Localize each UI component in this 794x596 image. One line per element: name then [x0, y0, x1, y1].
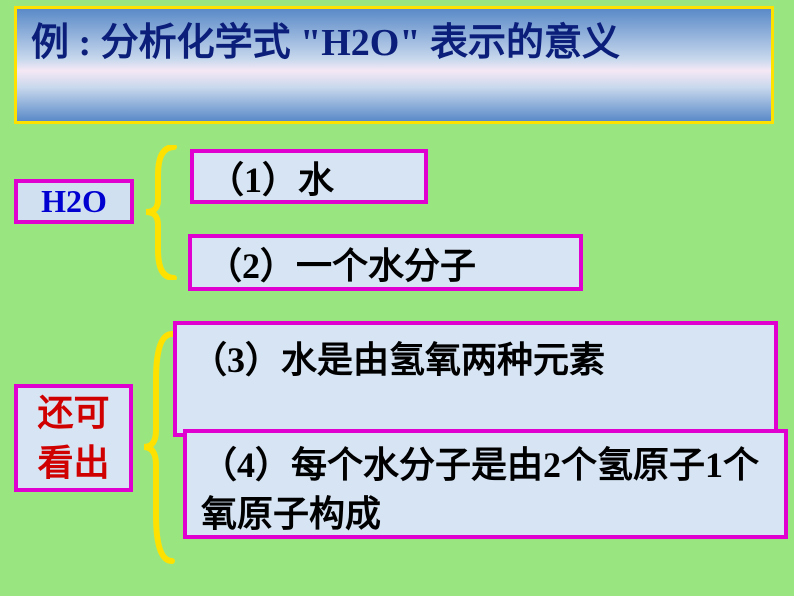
meaning-1-text: （1）水 — [208, 151, 334, 203]
title-box: 例 : 分析化学式 "H2O" 表示的意义 — [14, 6, 774, 124]
meaning-box-2: （2）一个水分子 — [188, 234, 583, 291]
side-label-box: 还可 看出 — [14, 384, 133, 492]
h2o-text: H2O — [41, 183, 107, 220]
side-line-2: 看出 — [37, 438, 109, 488]
meaning-2-text: （2）一个水分子 — [206, 237, 476, 289]
meaning-4-text: （4）每个水分子是由2个氢原子1个氧原子构成 — [201, 441, 770, 538]
meaning-3-text: （3）水是由氢氧两种元素 — [191, 335, 605, 385]
h2o-label-box: H2O — [14, 179, 134, 224]
left-brace-2-icon — [138, 330, 178, 565]
meaning-box-4: （4）每个水分子是由2个氢原子1个氧原子构成 — [183, 429, 788, 539]
side-line-1: 还可 — [37, 388, 109, 438]
meaning-box-3: （3）水是由氢氧两种元素 — [173, 321, 778, 437]
meaning-box-1: （1）水 — [190, 149, 428, 204]
left-brace-icon — [140, 145, 180, 280]
title-text: 例 : 分析化学式 "H2O" 表示的意义 — [31, 22, 620, 64]
